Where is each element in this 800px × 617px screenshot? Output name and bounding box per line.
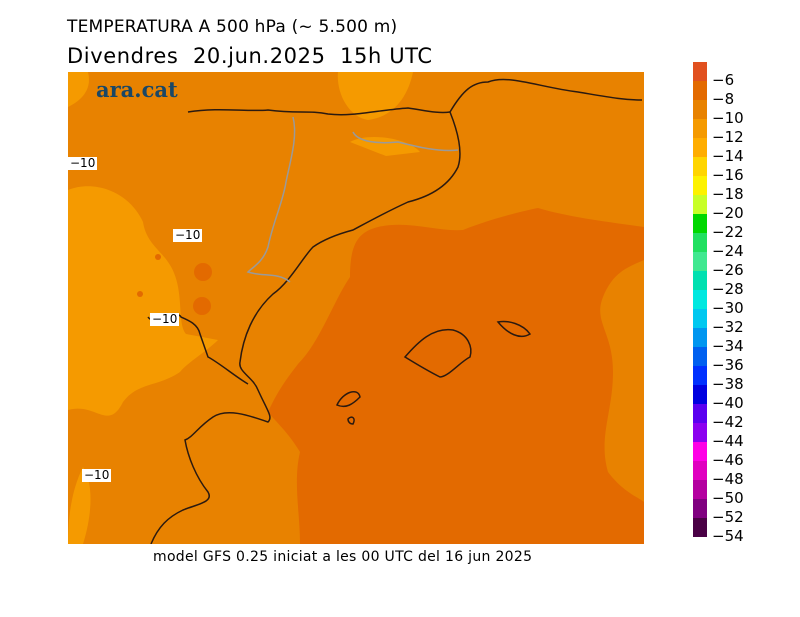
colorbar [693,62,707,537]
colorbar-label: −34 [712,337,744,355]
field-warm-spot [193,297,211,315]
colorbar-swatch [693,214,707,233]
colorbar-swatch [693,81,707,100]
colorbar-swatch [693,176,707,195]
colorbar-label: −30 [712,299,744,317]
colorbar-label: −24 [712,242,744,260]
colorbar-swatch [693,347,707,366]
field-cool-region [337,72,413,120]
colorbar-swatch [693,366,707,385]
mallorca-coastline [403,328,472,378]
field-cool-region [68,72,89,107]
field-warm-spot [194,263,212,281]
colorbar-label: −40 [712,394,744,412]
mainland-coastline [150,78,643,544]
colorbar-swatch [693,271,707,290]
field-warm-region [268,208,644,544]
colorbar-swatch [693,119,707,138]
colorbar-swatch [693,62,707,81]
colorbar-swatch [693,499,707,518]
regional-border [246,116,296,283]
colorbar-swatch [693,233,707,252]
country-border [187,107,451,116]
colorbar-label: −32 [712,318,744,336]
map-subtitle: Divendres 20.jun.2025 15h UTC [67,44,433,68]
colorbar-label: −50 [712,489,744,507]
colorbar-swatch [693,442,707,461]
colorbar-swatch [693,328,707,347]
map-footer: model GFS 0.25 iniciat a les 00 UTC del … [153,549,533,565]
colorbar-label: −52 [712,508,744,526]
colorbar-swatch [693,138,707,157]
colorbar-label: −42 [712,413,744,431]
colorbar-labels: −6 −8 −10 −12 −14 −16 −18 −20 −22 −24 −26 −28 −30 −32… [712,62,792,556]
colorbar-label: −14 [712,147,744,165]
colorbar-swatch [693,404,707,423]
colorbar-swatch [693,309,707,328]
colorbar-swatch [693,195,707,214]
colorbar-swatch [693,385,707,404]
colorbar-swatch [693,461,707,480]
colorbar-swatch [693,100,707,119]
ibiza-coastline [335,390,361,408]
field-warm-spot [137,291,143,297]
formentera-coastline [347,416,355,425]
colorbar-label: −26 [712,261,744,279]
colorbar-label: −18 [712,185,744,203]
colorbar-swatch [693,518,707,537]
colorbar-label: −48 [712,470,744,488]
colorbar-label: −38 [712,375,744,393]
map-title: TEMPERATURA A 500 hPa (~ 5.500 m) [67,17,398,37]
colorbar-swatch [693,157,707,176]
contour-label: −10 [82,468,112,482]
colorbar-label: −44 [712,432,744,450]
colorbar-swatch [693,480,707,499]
colorbar-label: −46 [712,451,744,469]
colorbar-label: −12 [712,128,744,146]
aracat-logo: ara.cat [96,77,178,102]
temperature-map [68,72,644,544]
colorbar-label: −22 [712,223,744,241]
colorbar-label: −20 [712,204,744,222]
field-cool-region [68,186,218,416]
colorbar-label: −10 [712,109,744,127]
regional-border [352,131,459,152]
colorbar-label: −8 [712,90,735,108]
field-cool-region [68,467,91,544]
colorbar-label: −28 [712,280,744,298]
menorca-coastline [496,320,532,338]
contour-label: −10 [173,228,203,242]
colorbar-swatch [693,252,707,271]
colorbar-label: −6 [712,71,735,89]
colorbar-label: −36 [712,356,744,374]
field-warm-spot [155,254,161,260]
contour-label: −10 [150,312,180,326]
contour-label: −10 [68,156,98,170]
colorbar-label: −16 [712,166,744,184]
colorbar-swatch [693,290,707,309]
colorbar-swatch [693,423,707,442]
colorbar-label: −54 [712,527,744,545]
